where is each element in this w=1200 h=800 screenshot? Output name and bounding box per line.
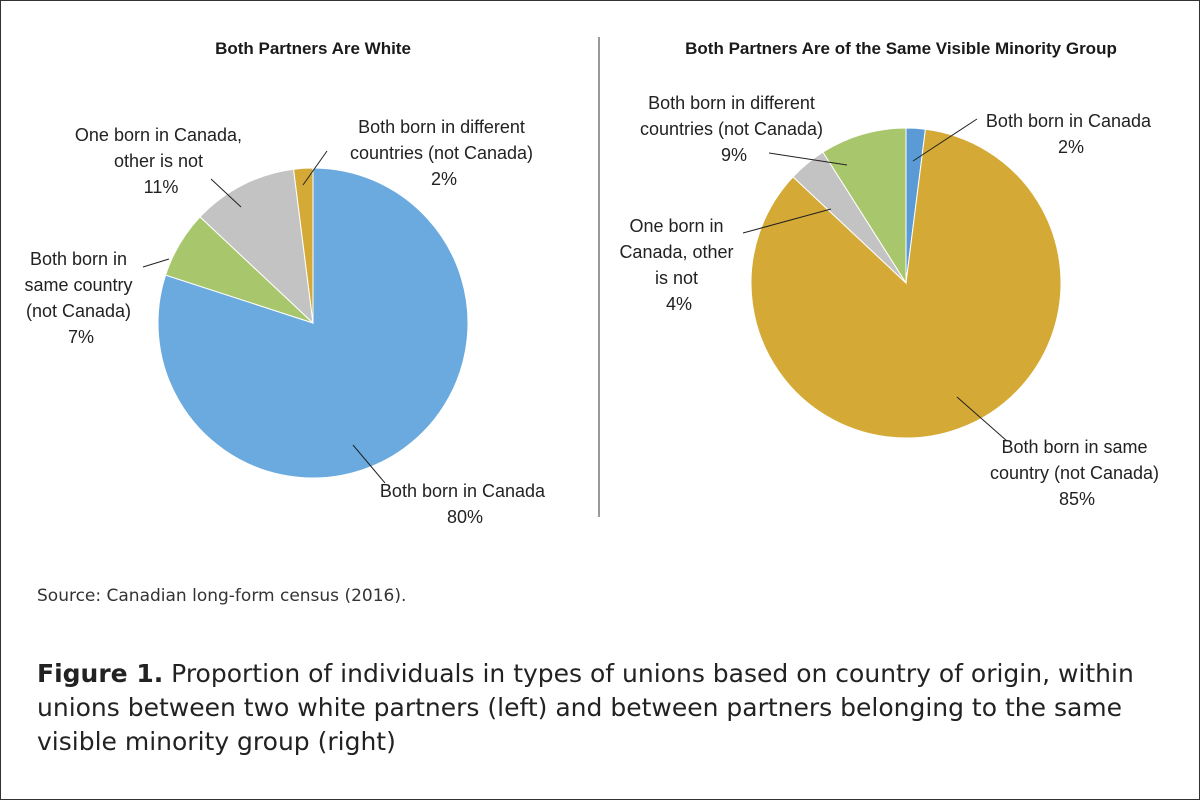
right-chart-title: Both Partners Are of the Same Visible Mi… (685, 39, 1117, 58)
charts-area: Both Partners Are White Both born in Can… (24, 37, 1164, 527)
left-label-same-country: Both born in same country (not Canada) 7… (24, 249, 137, 347)
leader-left-one (210, 178, 242, 208)
leader-right-one (742, 208, 832, 234)
left-label-canada: Both born in Canada 80% (380, 481, 550, 527)
right-pie (750, 127, 1062, 439)
right-slice-both-born-in-different-countries-not-canada (822, 127, 907, 285)
left-slice-both-born-in-different-countries-not-canada (293, 167, 314, 324)
right-label-different-countries: Both born in different countries (not Ca… (640, 93, 828, 165)
leader-left-canada (352, 444, 386, 484)
leader-right-same (956, 396, 1008, 442)
right-label-canada: Both born in Canada 2% (986, 111, 1156, 157)
left-label-different-countries: Both born in different countries (not Ca… (350, 117, 538, 189)
leader-left-same (142, 258, 170, 268)
left-label-one-born: One born in Canada, other is not 11% (75, 125, 247, 197)
figure-caption: Figure 1. Proportion of individuals in t… (37, 657, 1157, 759)
left-chart-title: Both Partners Are White (215, 39, 411, 58)
left-slice-one-born-in-canada-other-is-not (199, 168, 314, 325)
caption-figure-number: Figure 1. (37, 659, 164, 688)
left-pie (157, 167, 469, 479)
leader-left-diff (302, 150, 328, 186)
right-label-one-born: One born in Canada, other is not 4% (619, 216, 738, 314)
caption-text: Proportion of individuals in types of un… (37, 659, 1134, 756)
left-slice-both-born-in-canada (157, 167, 469, 479)
source-note: Source: Canadian long-form census (2016)… (37, 586, 407, 606)
leader-right-diff (768, 152, 848, 166)
right-label-same-country: Both born in same country (not Canada) 8… (990, 437, 1164, 509)
leader-right-canada (912, 118, 978, 162)
